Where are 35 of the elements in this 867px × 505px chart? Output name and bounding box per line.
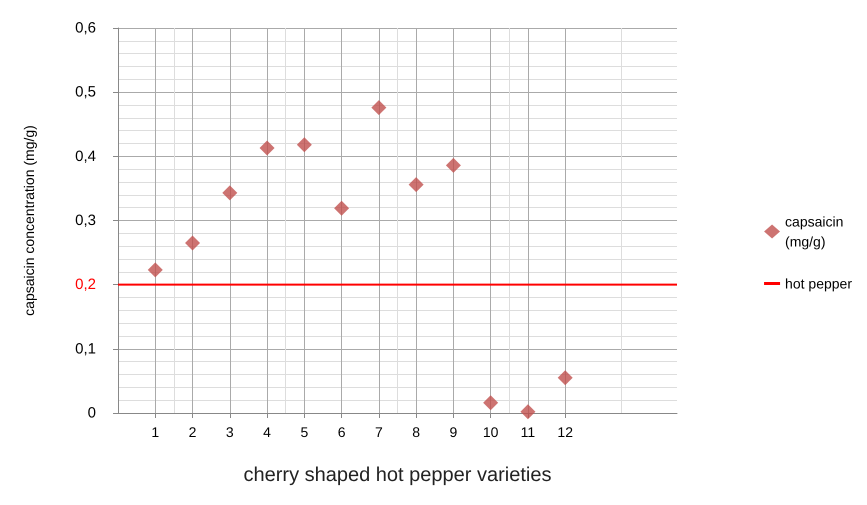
y-tick-label: 0,4: [75, 148, 96, 165]
x-tick-label: 12: [557, 424, 574, 440]
x-tick-label: 9: [450, 424, 458, 440]
x-tick-label: 7: [374, 424, 383, 440]
point: [296, 137, 312, 152]
x-axis-title: cherry shaped hot pepper varieties: [244, 464, 552, 486]
y-axis-title: capsaicin concentration (mg/g): [21, 125, 37, 316]
x-tick-label: 5: [300, 424, 308, 440]
x-tick-label: 11: [520, 424, 536, 440]
point: [408, 177, 424, 192]
y-tick-label: 0,2: [75, 276, 96, 294]
y-tick-label: 0: [88, 404, 96, 422]
x-tick-label: 6: [338, 424, 346, 440]
y-tick-label: 0,5: [75, 84, 96, 101]
y-tick-label: 0,1: [75, 340, 96, 358]
x-tick-label: 1: [151, 424, 160, 440]
point: [148, 262, 163, 278]
point: [371, 100, 386, 116]
x-tick-label: 10: [482, 424, 499, 440]
point: [260, 140, 275, 156]
point: [334, 200, 350, 216]
point: [446, 158, 461, 173]
legend-label: capsaicin (mg/g): [785, 214, 844, 250]
point: [558, 370, 573, 386]
x-tick-label: 3: [226, 424, 234, 440]
x-tick-label: 8: [412, 424, 420, 440]
point: [222, 185, 238, 200]
point: [483, 395, 498, 410]
legend-label: hot pepper: [785, 276, 852, 292]
y-tick-label: 0,6: [75, 20, 96, 36]
y-tick-label: 0,3: [75, 212, 96, 229]
point: [185, 235, 200, 250]
x-tick-label: 4: [263, 424, 272, 440]
x-tick-label: 2: [188, 424, 197, 440]
point: [520, 404, 536, 420]
